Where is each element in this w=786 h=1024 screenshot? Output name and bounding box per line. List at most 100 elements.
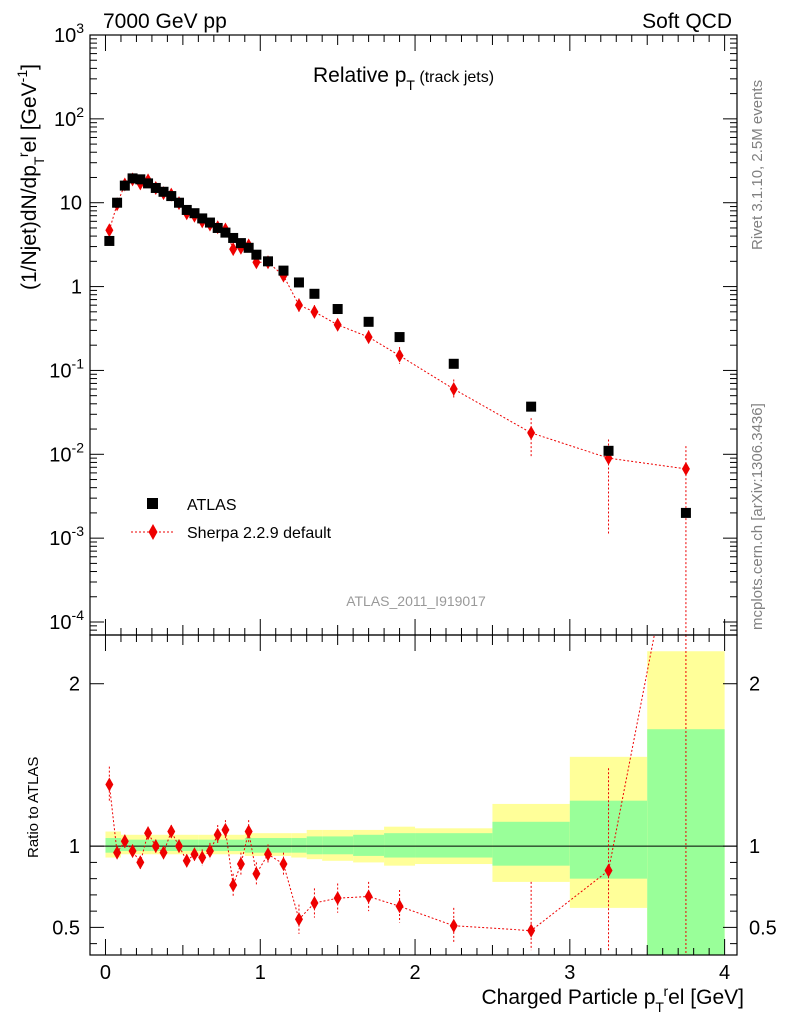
- y-tick-label: 10-1: [49, 355, 84, 382]
- ratio-band-inner: [151, 839, 199, 852]
- atlas-point: [263, 256, 274, 267]
- ratio-band-inner: [384, 833, 416, 858]
- atlas-point: [278, 265, 289, 276]
- atlas-point: [220, 227, 231, 238]
- ratio-point: [333, 891, 342, 906]
- y-tick-label: 103: [54, 20, 84, 47]
- ratio-tick-label: 0.5: [52, 917, 80, 939]
- ratio-point: [182, 853, 191, 868]
- atlas-point: [212, 222, 223, 233]
- ratio-ylabel: Ratio to ATLAS: [25, 757, 42, 858]
- y-tick-label: 10: [60, 193, 82, 215]
- sherpa-point: [527, 425, 536, 440]
- ratio-band-inner: [322, 836, 354, 855]
- x-tick-label: 1: [255, 962, 266, 984]
- ratio-point: [229, 878, 238, 893]
- atlas-point: [150, 182, 161, 193]
- x-tick-label: 2: [409, 962, 420, 984]
- x-tick-label: 4: [719, 962, 730, 984]
- atlas-point: [104, 235, 115, 246]
- atlas-point: [135, 174, 146, 185]
- rivet-label: Rivet 3.1.10, 2.5M events: [749, 80, 766, 250]
- atlas-point: [143, 178, 154, 189]
- ratio-point: [198, 850, 207, 865]
- analysis-id: ATLAS_2011_I919017: [346, 593, 486, 609]
- atlas-point: [197, 213, 208, 224]
- ratio-point: [151, 839, 160, 854]
- ratio-point: [294, 912, 303, 927]
- atlas-point: [448, 358, 459, 369]
- ratio-point: [167, 824, 176, 839]
- atlas-point: [127, 173, 138, 184]
- main-title: Relative pT (track jets): [313, 64, 494, 93]
- atlas-point: [181, 204, 192, 215]
- ratio-tick-label-right: 2: [749, 674, 760, 696]
- legend-sherpa-label: Sherpa 2.2.9 default: [187, 525, 332, 542]
- atlas-point: [112, 197, 123, 208]
- y-tick-label: 10-4: [49, 607, 84, 634]
- y-tick-label: 1: [71, 277, 82, 299]
- atlas-point: [189, 208, 200, 219]
- ratio-point: [236, 857, 245, 872]
- sherpa-main-line: [108, 178, 686, 470]
- legend-atlas-marker: [147, 498, 158, 509]
- sherpa-point: [294, 298, 303, 313]
- ratio-point: [144, 826, 153, 841]
- ratio-band-inner: [492, 821, 570, 866]
- atlas-point: [332, 304, 343, 315]
- x-axis-label: Charged Particle pTrel [GeV]: [481, 983, 744, 1015]
- atlas-point: [204, 217, 215, 228]
- atlas-point: [293, 277, 304, 288]
- ratio-band-inner: [647, 729, 725, 955]
- atlas-point: [251, 249, 262, 260]
- ratio-point: [449, 918, 458, 933]
- ratio-point: [113, 845, 122, 860]
- ratio-point: [128, 844, 137, 859]
- atlas-point: [119, 180, 130, 191]
- atlas-point: [243, 242, 254, 253]
- y-tick-label: 10-3: [49, 523, 84, 550]
- main-ylabel: (1/Njet)dN/dpTrel [GeV-1]: [14, 64, 47, 290]
- sherpa-point: [395, 348, 404, 363]
- ratio-frame: [89, 634, 738, 956]
- x-tick-label: 0: [100, 962, 111, 984]
- ratio-point: [252, 866, 261, 881]
- ratio-band-inner: [415, 833, 493, 858]
- x-tick-label: 3: [564, 962, 575, 984]
- header-left: 7000 GeV pp: [103, 10, 227, 33]
- y-tick-label: 102: [54, 104, 84, 131]
- ratio-tick-label: 2: [69, 674, 80, 696]
- atlas-point: [394, 332, 405, 343]
- ratio-point: [190, 847, 199, 862]
- ratio-point: [604, 863, 613, 878]
- ratio-band-inner: [291, 838, 307, 853]
- atlas-point: [363, 316, 374, 327]
- ratio-point: [159, 845, 168, 860]
- ratio-point: [205, 844, 214, 859]
- atlas-point: [166, 191, 177, 202]
- ratio-point: [221, 822, 230, 837]
- ratio-point: [264, 847, 273, 862]
- sherpa-point: [105, 223, 114, 238]
- mcplots-label: mcplots.cern.ch [arXiv:1306.3436]: [749, 403, 766, 630]
- atlas-point: [603, 445, 614, 456]
- atlas-point: [309, 288, 320, 299]
- atlas-point: [158, 186, 169, 197]
- axes: 10-4 10-3 10-2 10-1 1 10 102 103 0.5 0.5 1 1 2 2 0 1 2 3 4: [49, 20, 777, 984]
- ratio-band-inner: [353, 834, 385, 856]
- ratio-point: [364, 889, 373, 904]
- sherpa-point: [364, 330, 373, 345]
- ratio-tick-label-right: 0.5: [749, 917, 777, 939]
- ratio-bands: [105, 651, 725, 955]
- header-right: Soft QCD: [642, 10, 732, 33]
- ratio-tick-label-right: 1: [749, 836, 760, 858]
- sherpa-point: [310, 304, 319, 319]
- sherpa-point: [681, 461, 690, 476]
- sherpa-point: [229, 242, 238, 257]
- ratio-point: [175, 839, 184, 854]
- main-frame: [89, 34, 738, 636]
- legend-atlas-label: ATLAS: [187, 497, 237, 514]
- atlas-point: [174, 197, 185, 208]
- ratio-point: [395, 899, 404, 914]
